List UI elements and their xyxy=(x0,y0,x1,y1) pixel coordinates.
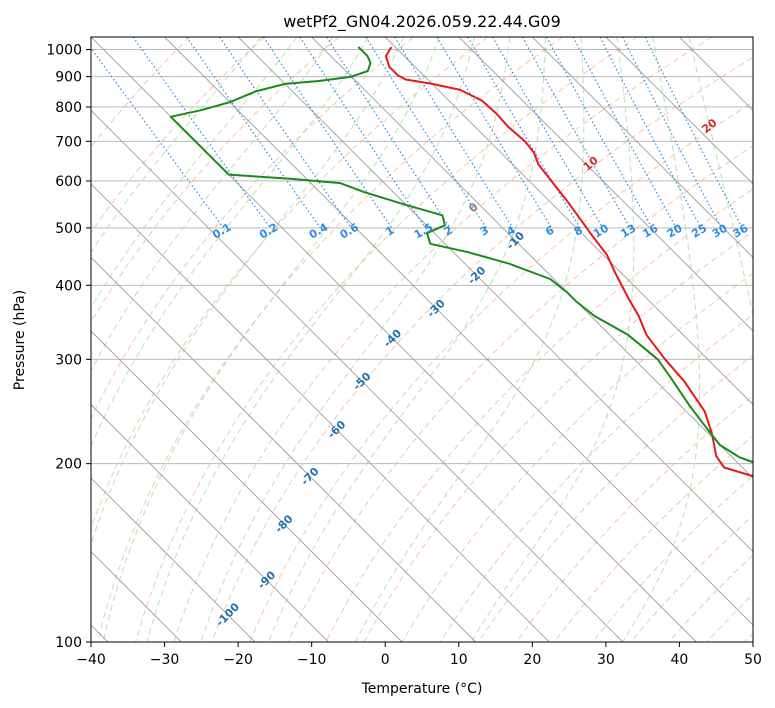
isotherm-line xyxy=(91,183,550,642)
plot-area: -100-90-80-70-60-50-40-30-20-100.1 0.2 0.4… xyxy=(91,37,753,642)
dry-adiabat-line xyxy=(91,37,340,324)
x-tick-label: −10 xyxy=(297,652,327,668)
x-axis-title: Temperature (°C) xyxy=(361,681,483,697)
y-axis-ticks: 100 200 300 400 500 600 700 800 900 1000 xyxy=(46,43,91,651)
isotherm-line xyxy=(458,37,753,332)
dry-adiabat-line xyxy=(91,37,414,420)
isotherm-line xyxy=(91,256,476,642)
mixing-ratio-lines xyxy=(91,37,743,229)
x-tick-label: 10 xyxy=(450,652,468,668)
dewpoint-profile-line xyxy=(169,46,753,464)
x-tick-label: −30 xyxy=(150,652,180,668)
mixing-ratio-line xyxy=(572,37,677,229)
moist-adiabat-line xyxy=(91,37,298,309)
y-tick-label: 600 xyxy=(55,174,82,190)
y-tick-label: 500 xyxy=(55,221,82,237)
moist-adiabat-line xyxy=(622,37,701,642)
mixing-ratio-line xyxy=(365,37,487,229)
x-tick-label: 30 xyxy=(597,652,615,668)
moist-adiabat-line xyxy=(91,37,334,372)
dry-adiabat-line xyxy=(325,188,753,642)
y-tick-label: 300 xyxy=(55,352,82,368)
y-tick-label: 200 xyxy=(55,457,82,473)
isotherm-line xyxy=(532,37,753,259)
isotherm-line xyxy=(91,403,329,642)
mixing-ratio-line xyxy=(262,37,393,229)
chart-title: wetPf2_GN04.2026.059.22.44.G09 xyxy=(283,12,561,32)
mixing-ratio-line xyxy=(394,37,514,229)
y-tick-label: 100 xyxy=(55,635,82,651)
isotherm-line xyxy=(91,477,256,642)
mixing-ratio-line xyxy=(521,37,631,229)
dry-adiabat-line xyxy=(97,37,563,642)
moist-adiabat-line xyxy=(91,37,369,448)
isotherm-line xyxy=(237,37,753,553)
y-axis-title: Pressure (hPa) xyxy=(12,290,28,390)
mixing-ratio-line xyxy=(219,37,352,229)
x-tick-label: 0 xyxy=(381,652,390,668)
moist-adiabat-line xyxy=(200,37,511,642)
dry-adiabat-line xyxy=(249,101,753,642)
y-tick-label: 900 xyxy=(55,70,82,86)
moist-adiabats xyxy=(91,37,753,642)
moist-adiabat-line xyxy=(102,37,440,642)
x-tick-label: 40 xyxy=(671,652,689,668)
pressure-gridlines xyxy=(91,49,753,642)
dry-adiabat-line xyxy=(515,395,753,642)
skewed-isotherms xyxy=(91,37,753,642)
moist-adiabat-line xyxy=(267,37,546,642)
isotherm-line xyxy=(384,37,753,406)
x-tick-label: −20 xyxy=(223,652,253,668)
mixing-ratio-line xyxy=(299,37,426,229)
x-tick-label: 20 xyxy=(523,652,541,668)
y-tick-label: 800 xyxy=(55,100,82,116)
moist-adiabat-line xyxy=(146,37,475,642)
mixing-ratio-line xyxy=(91,47,225,229)
dry-adiabat-line xyxy=(91,37,265,234)
dry-adiabat-line xyxy=(287,145,753,642)
profile-curves xyxy=(169,46,753,478)
dry-adiabat-line xyxy=(173,37,713,642)
mixing-ratio-line xyxy=(644,37,743,229)
y-tick-label: 400 xyxy=(55,278,82,294)
mixing-ratio-line xyxy=(326,37,451,229)
isotherm-line xyxy=(164,37,753,626)
isotherm-line xyxy=(91,330,403,642)
mixing-ratio-line xyxy=(546,37,653,229)
moist-adiabat-line xyxy=(688,37,753,318)
y-tick-label: 1000 xyxy=(46,43,82,59)
isotherm-line xyxy=(605,37,753,185)
isotherm-line xyxy=(91,109,624,642)
y-tick-label: 700 xyxy=(55,134,82,150)
moist-adiabat-line xyxy=(91,37,405,546)
plot-frame xyxy=(90,36,754,643)
mixing-ratio-line xyxy=(132,37,271,229)
temperature-profile-line xyxy=(384,46,753,478)
moist-adiabat-line xyxy=(91,37,262,254)
mixing-ratio-line xyxy=(186,37,321,229)
x-axis-ticks: −40 −30 −20 −10 0 10 20 30 40 50 xyxy=(76,642,762,668)
x-tick-label: 50 xyxy=(744,652,762,668)
moist-adiabat-line xyxy=(355,37,585,642)
isotherm-line xyxy=(311,37,753,479)
dry-adiabat-line xyxy=(135,37,638,642)
x-tick-label: −40 xyxy=(76,652,106,668)
